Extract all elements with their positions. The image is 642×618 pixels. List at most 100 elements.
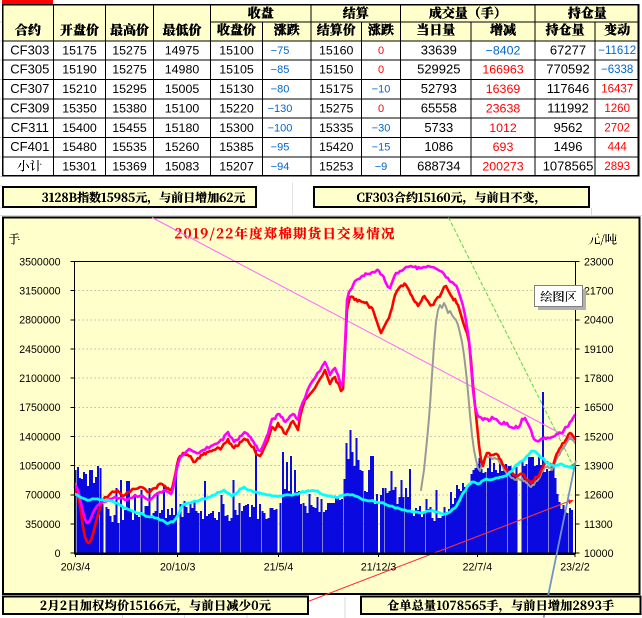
svg-text:−6338: −6338 [601, 64, 633, 76]
svg-text:200273: 200273 [482, 160, 523, 174]
svg-text:−10: −10 [372, 84, 391, 96]
svg-text:770592: 770592 [546, 62, 589, 77]
svg-text:15105: 15105 [219, 63, 254, 77]
svg-text:0: 0 [378, 64, 384, 76]
svg-text:15175: 15175 [319, 82, 354, 96]
svg-text:1086: 1086 [424, 139, 453, 154]
svg-text:15005: 15005 [165, 82, 200, 96]
svg-text:117646: 117646 [547, 81, 589, 96]
svg-text:15300: 15300 [219, 121, 254, 135]
svg-text:350000: 350000 [25, 519, 60, 531]
svg-text:CF311: CF311 [11, 120, 49, 135]
svg-text:1260: 1260 [604, 103, 630, 115]
svg-text:14975: 14975 [165, 44, 200, 58]
svg-text:15369: 15369 [112, 160, 147, 174]
svg-text:166963: 166963 [482, 63, 523, 77]
svg-text:9562: 9562 [554, 120, 583, 135]
svg-text:2893: 2893 [604, 161, 630, 173]
svg-text:15100: 15100 [165, 101, 200, 115]
svg-text:12600: 12600 [584, 490, 614, 502]
svg-text:15175: 15175 [62, 44, 97, 58]
svg-text:15253: 15253 [319, 160, 354, 174]
svg-text:15275: 15275 [112, 44, 147, 58]
svg-text:−94: −94 [271, 161, 290, 173]
svg-text:21/12/3: 21/12/3 [361, 562, 396, 574]
svg-text:20/3/4: 20/3/4 [61, 562, 91, 574]
svg-text:1750000: 1750000 [19, 402, 60, 414]
svg-text:15275: 15275 [319, 101, 354, 115]
svg-text:15455: 15455 [112, 121, 147, 135]
svg-text:3150000: 3150000 [19, 286, 60, 298]
svg-text:0: 0 [55, 548, 61, 560]
svg-text:15083: 15083 [165, 160, 200, 174]
svg-text:52793: 52793 [421, 81, 457, 96]
svg-text:−85: −85 [271, 64, 290, 76]
svg-text:21700: 21700 [584, 286, 614, 298]
svg-text:15350: 15350 [62, 101, 97, 115]
svg-text:23/2/2: 23/2/2 [560, 562, 590, 574]
svg-text:16437: 16437 [601, 84, 633, 96]
svg-text:529925: 529925 [417, 62, 460, 77]
svg-text:15480: 15480 [62, 140, 97, 154]
svg-text:−100: −100 [268, 122, 293, 134]
svg-text:1078565: 1078565 [543, 159, 594, 174]
svg-text:15190: 15190 [62, 63, 97, 77]
svg-text:21/5/4: 21/5/4 [264, 562, 294, 574]
svg-text:CF305: CF305 [10, 62, 49, 77]
svg-text:693: 693 [493, 140, 514, 154]
svg-text:15335: 15335 [319, 121, 354, 135]
svg-text:−11612: −11612 [598, 45, 636, 57]
svg-text:CF401: CF401 [10, 139, 49, 154]
svg-text:CF309: CF309 [10, 100, 49, 115]
svg-text:3500000: 3500000 [19, 256, 60, 268]
svg-text:1050000: 1050000 [19, 461, 60, 473]
svg-text:−9: −9 [375, 161, 388, 173]
svg-text:CF307: CF307 [10, 81, 49, 96]
svg-text:−130: −130 [268, 103, 293, 115]
svg-text:−80: −80 [271, 84, 290, 96]
svg-text:0: 0 [378, 103, 384, 115]
svg-text:1400000: 1400000 [19, 431, 60, 443]
svg-text:700000: 700000 [25, 490, 60, 502]
svg-text:15400: 15400 [62, 121, 97, 135]
svg-text:15385: 15385 [219, 140, 254, 154]
svg-text:2450000: 2450000 [19, 344, 60, 356]
svg-text:20/10/3: 20/10/3 [160, 562, 195, 574]
svg-text:15420: 15420 [319, 140, 354, 154]
svg-text:20400: 20400 [584, 315, 614, 327]
svg-text:2702: 2702 [604, 122, 630, 134]
svg-text:−15: −15 [372, 142, 391, 154]
svg-text:33639: 33639 [421, 43, 457, 58]
svg-text:17800: 17800 [584, 373, 614, 385]
svg-text:22/7/4: 22/7/4 [463, 562, 493, 574]
svg-text:1496: 1496 [554, 139, 583, 154]
svg-text:23638: 23638 [486, 101, 521, 115]
svg-text:13900: 13900 [584, 461, 614, 473]
svg-text:15180: 15180 [165, 121, 200, 135]
svg-text:15275: 15275 [112, 63, 147, 77]
svg-text:15301: 15301 [62, 160, 97, 174]
svg-text:15295: 15295 [112, 82, 147, 96]
svg-text:16500: 16500 [584, 402, 614, 414]
svg-text:15130: 15130 [219, 82, 254, 96]
svg-text:15210: 15210 [62, 82, 97, 96]
svg-text:2100000: 2100000 [19, 373, 60, 385]
svg-text:15535: 15535 [112, 140, 147, 154]
svg-text:444: 444 [608, 142, 628, 154]
svg-text:−8402: −8402 [486, 44, 521, 58]
svg-text:−95: −95 [271, 142, 290, 154]
svg-text:−30: −30 [372, 122, 391, 134]
svg-text:14980: 14980 [165, 63, 200, 77]
svg-text:11300: 11300 [584, 519, 613, 531]
svg-text:15150: 15150 [319, 63, 354, 77]
svg-text:67277: 67277 [550, 43, 586, 58]
svg-text:15207: 15207 [219, 160, 254, 174]
svg-text:10000: 10000 [584, 548, 614, 560]
svg-text:15200: 15200 [584, 431, 614, 443]
svg-text:15160: 15160 [319, 44, 354, 58]
svg-text:15260: 15260 [165, 140, 200, 154]
svg-text:111992: 111992 [547, 100, 588, 115]
svg-text:0: 0 [378, 45, 384, 57]
svg-text:15380: 15380 [112, 101, 147, 115]
svg-text:CF303: CF303 [10, 43, 49, 58]
